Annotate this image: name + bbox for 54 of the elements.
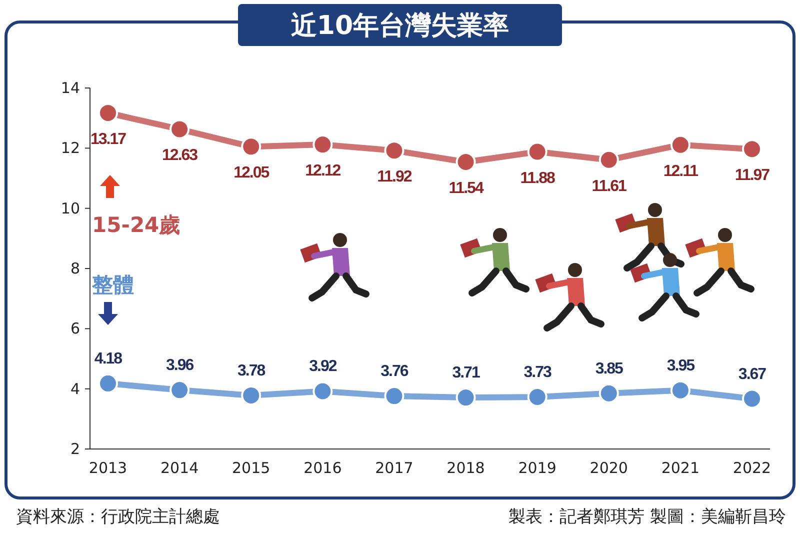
data-label: 3.95 bbox=[666, 357, 696, 374]
point bbox=[742, 139, 762, 160]
x-tick-label: 2018 bbox=[446, 459, 485, 477]
data-label: 12.05 bbox=[234, 164, 270, 182]
point bbox=[598, 150, 619, 170]
data-label: 11.97 bbox=[734, 167, 770, 184]
data-label: 11.88 bbox=[520, 170, 556, 187]
point bbox=[670, 380, 690, 400]
x-tick-label: 2014 bbox=[160, 459, 199, 477]
point bbox=[527, 142, 548, 162]
y-tick-label: 8 bbox=[70, 260, 80, 278]
x-tick-label: 2017 bbox=[375, 459, 414, 477]
data-label: 4.18 bbox=[94, 350, 123, 368]
data-label: 12.63 bbox=[162, 147, 198, 164]
x-tick-label: 2022 bbox=[732, 459, 772, 477]
data-label: 3.78 bbox=[238, 362, 266, 380]
point bbox=[312, 381, 333, 402]
point bbox=[598, 383, 619, 404]
x-tick-label: 2021 bbox=[661, 459, 700, 477]
x-tick-label: 2013 bbox=[88, 459, 128, 477]
point bbox=[384, 140, 404, 161]
point bbox=[241, 136, 262, 157]
y-tick-label: 14 bbox=[60, 79, 80, 97]
source-note: 資料來源：行政院主計總處 bbox=[16, 507, 220, 527]
y-tick-label: 2 bbox=[70, 440, 80, 458]
data-label: 3.67 bbox=[738, 366, 767, 383]
x-tick-label: 2019 bbox=[518, 459, 556, 477]
point bbox=[98, 373, 118, 394]
x-tick-label: 2020 bbox=[590, 459, 628, 477]
chart-title: 近10年台灣失業率 bbox=[290, 11, 510, 41]
data-label: 11.54 bbox=[448, 180, 484, 198]
y-tick-label: 4 bbox=[70, 380, 80, 398]
data-label: 3.71 bbox=[452, 364, 480, 382]
text: 整體 bbox=[91, 273, 134, 297]
data-label: 3.96 bbox=[166, 357, 194, 374]
data-label: 3.73 bbox=[524, 364, 552, 381]
text: 15-24歲 bbox=[92, 213, 180, 237]
y-tick-label: 12 bbox=[60, 139, 80, 158]
y-tick-label: 10 bbox=[60, 199, 80, 218]
data-label: 3.92 bbox=[309, 358, 338, 376]
data-label: 13.17 bbox=[90, 130, 127, 148]
data-label: 12.11 bbox=[663, 162, 699, 180]
x-tick-label: 2016 bbox=[304, 459, 342, 477]
x-tick-label: 2015 bbox=[232, 459, 270, 477]
point bbox=[670, 134, 690, 155]
text: 製表：記者鄭琪芳 製圖：美編靳昌玲 bbox=[508, 507, 786, 527]
data-label: 3.85 bbox=[595, 360, 624, 378]
point bbox=[170, 119, 190, 140]
data-label: 11.61 bbox=[592, 178, 628, 195]
data-label: 11.92 bbox=[377, 168, 412, 186]
y-tick-label: 6 bbox=[70, 320, 80, 338]
data-label: 3.76 bbox=[380, 363, 409, 380]
point bbox=[742, 388, 762, 409]
data-label: 12.12 bbox=[305, 162, 342, 180]
